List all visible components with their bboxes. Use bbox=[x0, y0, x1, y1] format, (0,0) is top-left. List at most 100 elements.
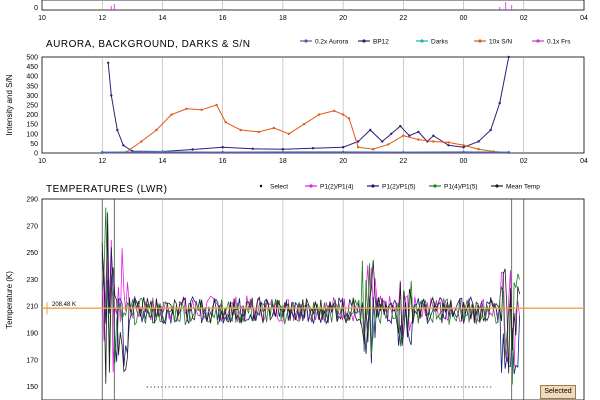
top-xtick-label: 02 bbox=[520, 15, 528, 22]
bottom-select-dot bbox=[363, 386, 365, 388]
middle-series-point bbox=[399, 124, 402, 128]
top-panel: 0 10 12 14 16 18 20 22 00 02 04 bbox=[34, 0, 588, 22]
bottom-select-dot bbox=[201, 386, 203, 388]
top-xtick-label: 16 bbox=[219, 15, 227, 22]
bottom-select-dot bbox=[175, 386, 177, 388]
bottom-legend-marker bbox=[433, 184, 437, 188]
middle-series-point bbox=[462, 151, 465, 154]
middle-xtick-label: 00 bbox=[460, 158, 468, 165]
bottom-select-dot bbox=[403, 386, 405, 388]
bottom-select-dot bbox=[425, 386, 427, 388]
top-xtick-label: 00 bbox=[460, 15, 468, 22]
middle-legend-marker bbox=[536, 39, 540, 43]
bottom-select-dot bbox=[370, 386, 372, 388]
middle-series-point bbox=[221, 146, 224, 149]
bottom-ytick-label: 150 bbox=[26, 384, 38, 391]
middle-series-point bbox=[408, 134, 411, 137]
bottom-select-dot bbox=[461, 386, 463, 388]
bottom-select-dot bbox=[439, 386, 441, 388]
middle-legend-label: BP12 bbox=[373, 39, 389, 46]
bottom-select-dot bbox=[146, 386, 148, 388]
middle-series-point bbox=[489, 128, 492, 132]
bottom-legend-label: P1(2)/P1(4) bbox=[320, 184, 354, 191]
middle-series-point bbox=[447, 141, 450, 144]
bottom-select-dot bbox=[248, 386, 250, 388]
bottom-select-dot bbox=[367, 386, 369, 388]
middle-ytick-label: 400 bbox=[26, 74, 38, 81]
bottom-select-dot bbox=[266, 386, 268, 388]
middle-series-point bbox=[317, 113, 321, 116]
middle-series-point bbox=[287, 132, 291, 135]
top-xtick-label: 12 bbox=[98, 15, 106, 22]
bottom-select-dot bbox=[269, 386, 271, 388]
selected-button[interactable]: Selected bbox=[540, 385, 576, 399]
bottom-legend-label: Mean Temp bbox=[506, 184, 540, 191]
middle-panel: AURORA, BACKGROUND, DARKS & S/N 0.2x Aur… bbox=[5, 39, 588, 166]
bottom-select-dot bbox=[244, 386, 246, 388]
bottom-select-dot bbox=[356, 386, 358, 388]
reference-temperature-label: 208.48 K bbox=[52, 302, 76, 308]
bottom-select-dot bbox=[414, 386, 416, 388]
bottom-select-dot bbox=[240, 386, 242, 388]
bottom-select-dot bbox=[164, 386, 167, 388]
bottom-ytick-label: 250 bbox=[26, 250, 38, 257]
bottom-ytick-label: 290 bbox=[26, 197, 38, 204]
bottom-select-dot bbox=[229, 386, 232, 388]
middle-series-point bbox=[221, 151, 224, 154]
bottom-select-dot bbox=[255, 386, 257, 388]
middle-series-point bbox=[200, 108, 203, 112]
bottom-ytick-label: 190 bbox=[26, 331, 38, 338]
middle-series-point bbox=[302, 123, 306, 126]
bottom-select-dot bbox=[486, 386, 488, 388]
middle-series-point bbox=[498, 101, 501, 105]
top-xtick-label: 18 bbox=[279, 15, 287, 22]
bottom-select-dot bbox=[211, 386, 213, 388]
middle-series-point bbox=[432, 140, 435, 143]
bottom-select-dot bbox=[453, 386, 456, 388]
bottom-select-dot bbox=[204, 386, 206, 388]
middle-legend-marker bbox=[304, 39, 308, 43]
bottom-select-dot bbox=[298, 386, 300, 388]
middle-series-point bbox=[372, 148, 375, 151]
bottom-select-dot bbox=[168, 386, 170, 388]
bottom-select-dot bbox=[150, 386, 152, 388]
bottom-panel: TEMPERATURES (LWR) Select P1(2)/P1(4) P1(2… bbox=[5, 184, 585, 400]
middle-series-point bbox=[110, 94, 113, 97]
middle-chart-title: AURORA, BACKGROUND, DARKS & S/N bbox=[46, 39, 250, 50]
bottom-select-dot bbox=[381, 386, 383, 388]
middle-series-point bbox=[381, 140, 384, 143]
middle-series-point bbox=[224, 121, 227, 124]
middle-legend-label: Darks bbox=[431, 39, 449, 46]
bottom-legend-marker bbox=[495, 184, 499, 188]
bottom-chart-title: TEMPERATURES (LWR) bbox=[46, 184, 167, 195]
middle-series-point bbox=[332, 109, 336, 113]
bottom-select-dot bbox=[464, 386, 466, 388]
middle-series-point bbox=[311, 147, 315, 150]
bottom-select-dot bbox=[435, 386, 438, 388]
bottom-select-dot bbox=[360, 386, 362, 388]
middle-series-point bbox=[432, 134, 435, 137]
bottom-select-dot bbox=[313, 386, 315, 388]
middle-ytick-label: 350 bbox=[26, 83, 38, 90]
middle-legend-label: 0.1x Frs bbox=[547, 39, 571, 46]
middle-series-point bbox=[170, 113, 173, 116]
middle-series-point bbox=[417, 130, 420, 134]
top-ytick-0: 0 bbox=[34, 5, 38, 12]
bottom-select-dot bbox=[338, 386, 340, 388]
bottom-select-dot bbox=[475, 386, 477, 388]
bottom-select-dot bbox=[222, 386, 224, 388]
middle-series-point bbox=[185, 107, 188, 111]
bottom-select-dot bbox=[450, 386, 452, 388]
bottom-select-dot bbox=[396, 386, 398, 388]
bottom-select-dot bbox=[276, 386, 279, 388]
middle-series-point bbox=[215, 103, 218, 107]
bottom-select-dot bbox=[273, 386, 275, 388]
middle-ytick-label: 300 bbox=[26, 93, 38, 100]
bottom-select-dot bbox=[215, 386, 217, 388]
bottom-select-dot bbox=[233, 386, 235, 388]
bottom-select-dot bbox=[193, 386, 195, 388]
bottom-select-dot bbox=[399, 386, 401, 388]
bottom-ytick-label: 230 bbox=[26, 277, 38, 284]
middle-ytick-label: 500 bbox=[26, 55, 38, 62]
